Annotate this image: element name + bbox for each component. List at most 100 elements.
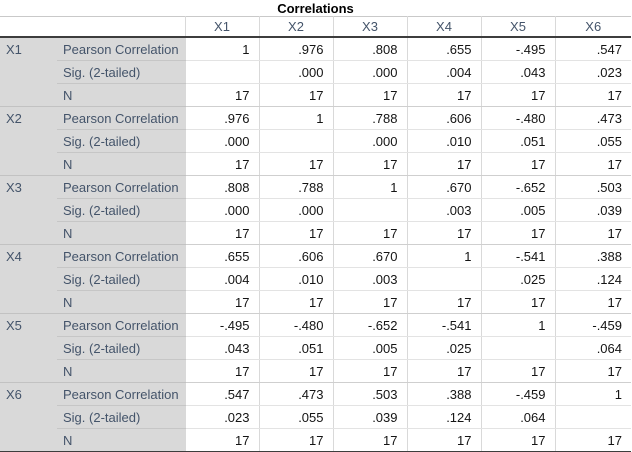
value-cell: .976 xyxy=(258,37,333,61)
value-cell: .000 xyxy=(258,60,333,84)
value-cell: .788 xyxy=(258,175,333,199)
value-cell: .000 xyxy=(258,198,333,222)
value-cell: 17 xyxy=(258,428,333,452)
table-body: X1 Pearson Correlation 1.976.808.655 -.495.… xyxy=(0,37,631,452)
value-cell: .547 xyxy=(554,37,631,61)
stat-label: Pearson Correlation xyxy=(57,313,185,337)
table-row: Sig. (2-tailed) .023.055.039.124.064 xyxy=(0,405,631,429)
value-cell: 17 xyxy=(332,428,407,452)
value-cell: 17 xyxy=(332,290,407,314)
value-cell: .005 xyxy=(332,336,407,360)
value-cell: .606 xyxy=(258,244,333,268)
table-row: Sig. (2-tailed) .000.000.010.051.055 xyxy=(0,129,631,153)
table-row: Sig. (2-tailed) .000.000.003.005.039 xyxy=(0,198,631,222)
value-cell: .064 xyxy=(554,336,631,360)
row-group-label-x6: X6 xyxy=(0,382,57,452)
value-cell: 1 xyxy=(406,244,481,268)
header-corner-cell xyxy=(0,16,185,38)
value-cell: 17 xyxy=(184,359,259,383)
value-cell xyxy=(332,198,407,222)
value-cell xyxy=(258,129,333,153)
value-cell: -.652 xyxy=(480,175,555,199)
value-cell: .473 xyxy=(258,382,333,406)
value-cell: .388 xyxy=(554,244,631,268)
value-cell: .043 xyxy=(184,336,259,360)
value-cell: .388 xyxy=(406,382,481,406)
value-cell: 17 xyxy=(480,152,555,176)
table-header: X1 X2 X3 X4 X5 X6 xyxy=(0,16,631,38)
table-row: N 17 17 17 17 17 17 xyxy=(0,290,631,314)
table-row: N 17 17 17 17 17 17 xyxy=(0,428,631,452)
value-cell: 17 xyxy=(184,83,259,107)
value-cell: 17 xyxy=(332,221,407,245)
value-cell: .010 xyxy=(406,129,481,153)
value-cell: -.459 xyxy=(480,382,555,406)
table-row: X1 Pearson Correlation 1.976.808.655 -.495.… xyxy=(0,37,631,107)
value-cell: .655 xyxy=(184,244,259,268)
value-cell: .051 xyxy=(480,129,555,153)
stat-label: Pearson Correlation xyxy=(57,175,185,199)
value-cell: .039 xyxy=(554,198,631,222)
table-row: N 17 17 17 17 17 17 xyxy=(0,83,631,107)
value-cell xyxy=(184,60,259,84)
stat-label: Sig. (2-tailed) xyxy=(57,267,185,291)
value-cell: 17 xyxy=(554,83,631,107)
value-cell: .000 xyxy=(332,60,407,84)
value-cell: 17 xyxy=(406,221,481,245)
row-group-label-x1: X1 xyxy=(0,37,57,107)
value-cell: .808 xyxy=(332,37,407,61)
column-header-x6: X6 xyxy=(554,16,631,38)
stat-label: N xyxy=(57,290,185,314)
table-row: Sig. (2-tailed) .004.010.003 .025.124 xyxy=(0,267,631,291)
row-group-label-x5: X5 xyxy=(0,313,57,383)
value-cell: .064 xyxy=(480,405,555,429)
value-cell: 17 xyxy=(406,359,481,383)
row-group-label-x3: X3 xyxy=(0,175,57,245)
value-cell: 17 xyxy=(554,428,631,452)
value-cell: 17 xyxy=(554,359,631,383)
value-cell: .055 xyxy=(258,405,333,429)
stat-label: Pearson Correlation xyxy=(57,106,185,130)
value-cell: .025 xyxy=(480,267,555,291)
value-cell: .004 xyxy=(406,60,481,84)
value-cell: 17 xyxy=(332,359,407,383)
value-cell: 17 xyxy=(480,290,555,314)
stat-label: N xyxy=(57,428,185,452)
value-cell: -.459 xyxy=(554,313,631,337)
value-cell: .503 xyxy=(332,382,407,406)
value-cell: .670 xyxy=(406,175,481,199)
value-cell: .004 xyxy=(184,267,259,291)
stat-label: Sig. (2-tailed) xyxy=(57,336,185,360)
value-cell: .023 xyxy=(184,405,259,429)
stat-label: N xyxy=(57,221,185,245)
value-cell: .043 xyxy=(480,60,555,84)
header-row: X1 X2 X3 X4 X5 X6 xyxy=(0,16,631,38)
stat-label: Pearson Correlation xyxy=(57,244,185,268)
stat-label: Pearson Correlation xyxy=(57,382,185,406)
value-cell: -.652 xyxy=(332,313,407,337)
value-cell: 17 xyxy=(258,359,333,383)
column-header-x4: X4 xyxy=(406,16,481,38)
column-header-x2: X2 xyxy=(258,16,333,38)
stat-label: N xyxy=(57,152,185,176)
value-cell: .473 xyxy=(554,106,631,130)
value-cell: 17 xyxy=(332,83,407,107)
value-cell: 17 xyxy=(480,428,555,452)
table-row: N 17 17 17 17 17 17 xyxy=(0,221,631,245)
value-cell: -.495 xyxy=(480,37,555,61)
value-cell: 1 xyxy=(554,382,631,406)
value-cell: 17 xyxy=(184,152,259,176)
value-cell: .655 xyxy=(406,37,481,61)
value-cell: -.541 xyxy=(480,244,555,268)
value-cell: .976 xyxy=(184,106,259,130)
value-cell: .039 xyxy=(332,405,407,429)
value-cell: .788 xyxy=(332,106,407,130)
value-cell: 17 xyxy=(554,221,631,245)
table-row: Sig. (2-tailed) .000.000.004.043.023 xyxy=(0,60,631,84)
value-cell: .808 xyxy=(184,175,259,199)
column-header-x3: X3 xyxy=(332,16,407,38)
stat-label: Sig. (2-tailed) xyxy=(57,405,185,429)
value-cell: .025 xyxy=(406,336,481,360)
table-row: N 17 17 17 17 17 17 xyxy=(0,359,631,383)
